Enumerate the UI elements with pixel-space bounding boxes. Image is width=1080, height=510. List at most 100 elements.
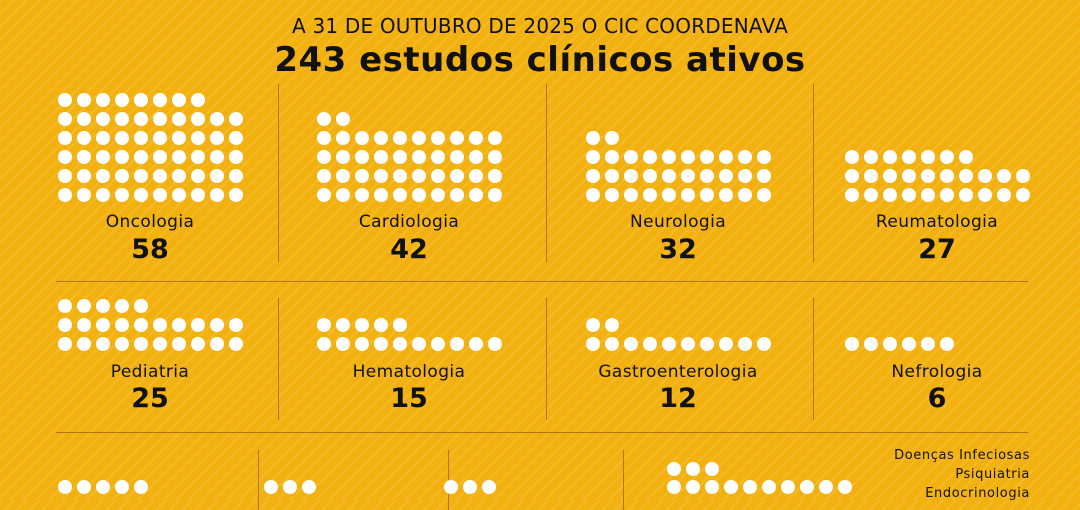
study-dot <box>58 150 72 164</box>
study-dot <box>864 169 878 183</box>
other-specialty: Doenças Infeciosas <box>894 448 1030 463</box>
study-dot <box>374 188 388 202</box>
study-dot <box>134 93 148 107</box>
study-dot <box>686 462 700 476</box>
study-dot <box>393 169 407 183</box>
study-dot <box>800 480 814 494</box>
study-dot <box>191 131 205 145</box>
study-dot <box>940 337 954 351</box>
study-dot <box>229 318 243 332</box>
study-dot <box>624 150 638 164</box>
study-dot <box>374 131 388 145</box>
study-dot <box>393 318 407 332</box>
study-dot <box>115 480 129 494</box>
study-dot <box>96 318 110 332</box>
study-dot <box>191 318 205 332</box>
column-divider <box>258 450 259 510</box>
study-dot <box>412 150 426 164</box>
study-dot <box>705 480 719 494</box>
study-dot <box>605 131 619 145</box>
study-dot <box>210 112 224 126</box>
study-dot <box>302 480 316 494</box>
study-dot <box>115 188 129 202</box>
study-dot <box>705 462 719 476</box>
study-dot <box>153 150 167 164</box>
study-dot <box>624 337 638 351</box>
specialty-reumatologia: Reumatologia 27 <box>827 88 1047 268</box>
specialty-label: Hematologia <box>352 362 466 382</box>
partial-dot-row <box>426 480 646 500</box>
specialty-count: 32 <box>659 234 697 265</box>
study-dot <box>96 131 110 145</box>
study-dot <box>134 337 148 351</box>
study-dot <box>624 188 638 202</box>
study-dot <box>58 480 72 494</box>
study-dot <box>719 150 733 164</box>
specialty-label: Nefrologia <box>891 362 983 382</box>
study-dot <box>96 150 110 164</box>
study-dot <box>58 112 72 126</box>
other-specialty: Endocrinologia <box>925 486 1030 501</box>
column-divider <box>813 84 814 262</box>
study-dot <box>355 318 369 332</box>
study-dot <box>959 150 973 164</box>
study-dot <box>355 188 369 202</box>
study-dot <box>482 480 496 494</box>
study-dot <box>940 188 954 202</box>
study-dot <box>700 188 714 202</box>
study-dot <box>643 337 657 351</box>
study-dot <box>586 318 600 332</box>
study-dot <box>96 112 110 126</box>
study-dot <box>96 93 110 107</box>
column-divider <box>278 84 279 262</box>
study-dot <box>77 318 91 332</box>
study-dot <box>317 112 331 126</box>
study-dot <box>412 131 426 145</box>
study-dot <box>229 337 243 351</box>
study-dot <box>667 480 681 494</box>
study-dot <box>317 188 331 202</box>
study-dot <box>77 169 91 183</box>
study-dot <box>58 337 72 351</box>
partial-dot-row <box>246 480 466 500</box>
study-dot <box>586 150 600 164</box>
study-dot <box>738 150 752 164</box>
study-dot <box>845 169 859 183</box>
study-dot <box>605 188 619 202</box>
study-dot <box>412 188 426 202</box>
study-dot <box>317 169 331 183</box>
study-dot <box>58 318 72 332</box>
study-dot <box>845 188 859 202</box>
subtitle: A 31 DE OUTUBRO DE 2025 O CIC COORDENAVA <box>292 14 788 38</box>
study-dot <box>719 188 733 202</box>
study-dot <box>444 480 458 494</box>
study-dot <box>605 150 619 164</box>
study-dot <box>77 93 91 107</box>
study-dot <box>450 150 464 164</box>
specialty-label: Reumatologia <box>875 212 999 232</box>
study-dot <box>1016 188 1030 202</box>
study-dot <box>153 188 167 202</box>
study-dot <box>864 150 878 164</box>
study-dot <box>978 188 992 202</box>
row-divider-1 <box>56 281 1028 282</box>
study-dot <box>921 150 935 164</box>
study-dot <box>757 169 771 183</box>
study-dot <box>355 169 369 183</box>
study-dot <box>172 150 186 164</box>
study-dot <box>463 480 477 494</box>
study-dot <box>172 131 186 145</box>
study-dot <box>757 150 771 164</box>
study-dot <box>450 131 464 145</box>
study-dot <box>210 150 224 164</box>
study-dot <box>134 112 148 126</box>
page-title: 243 estudos clínicos ativos <box>274 40 806 80</box>
study-dot <box>153 318 167 332</box>
study-dot <box>864 337 878 351</box>
study-dot <box>469 169 483 183</box>
study-dot <box>77 480 91 494</box>
study-dot <box>172 188 186 202</box>
study-dot <box>450 337 464 351</box>
specialty-hematologia: Hematologia 15 <box>299 294 519 424</box>
specialty-gastroenterologia: Gastroenterologia 12 <box>568 294 788 424</box>
